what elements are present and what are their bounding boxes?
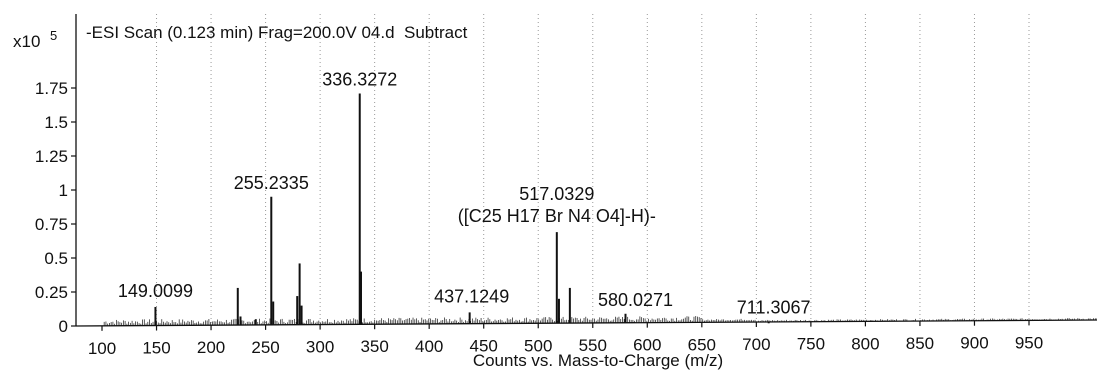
x-tick-label: 900	[960, 334, 988, 353]
peak-label: 580.0271	[598, 290, 673, 310]
y-tick-label: 1.75	[35, 79, 68, 98]
x-tick-label: 750	[797, 335, 825, 354]
x-axis-line	[76, 320, 1097, 326]
x-tick-label: 100	[88, 339, 116, 358]
scan-info-label: -ESI Scan (0.123 min) Frag=200.0V 04.d S…	[86, 23, 468, 42]
peak-label: 437.1249	[434, 286, 509, 306]
peak-formula-label: ([C25 H17 Br N4 O4]-H)-	[458, 206, 656, 226]
peak-label: 711.3067	[737, 297, 811, 317]
y-tick-label: 0.5	[44, 249, 68, 268]
y-tick-label: 1.5	[44, 113, 68, 132]
x-tick-label: 200	[197, 338, 225, 357]
y-tick-label: 0.75	[35, 215, 68, 234]
x-tick-label: 700	[742, 335, 770, 354]
x-tick-label: 800	[851, 334, 879, 353]
peak-label: 517.0329	[519, 184, 594, 204]
x-tick-label: 950	[1015, 333, 1043, 352]
x-tick-label: 350	[360, 337, 388, 356]
y-multiplier-base: x10	[13, 32, 40, 51]
y-multiplier-exponent: 5	[50, 28, 57, 43]
x-tick-label: 300	[306, 338, 334, 357]
y-tick-label: 1	[59, 181, 68, 200]
x-tick-label: 850	[906, 334, 934, 353]
chart-grid	[157, 14, 1029, 326]
y-tick-label: 0.25	[35, 283, 68, 302]
y-tick-label: 1.25	[35, 147, 68, 166]
x-tick-label: 150	[142, 339, 170, 358]
x-tick-label: 250	[251, 338, 279, 357]
x-tick-label: 400	[415, 337, 443, 356]
peak-label: 336.3272	[322, 69, 397, 89]
x-axis-title: Counts vs. Mass-to-Charge (m/z)	[473, 351, 723, 370]
y-tick-label: 0	[59, 317, 68, 336]
chart-labels: 336.3272 255.2335 149.0099 437.1249 517.0329…	[118, 69, 811, 317]
peak-label: 149.0099	[118, 281, 193, 301]
peak-label: 255.2335	[234, 173, 309, 193]
